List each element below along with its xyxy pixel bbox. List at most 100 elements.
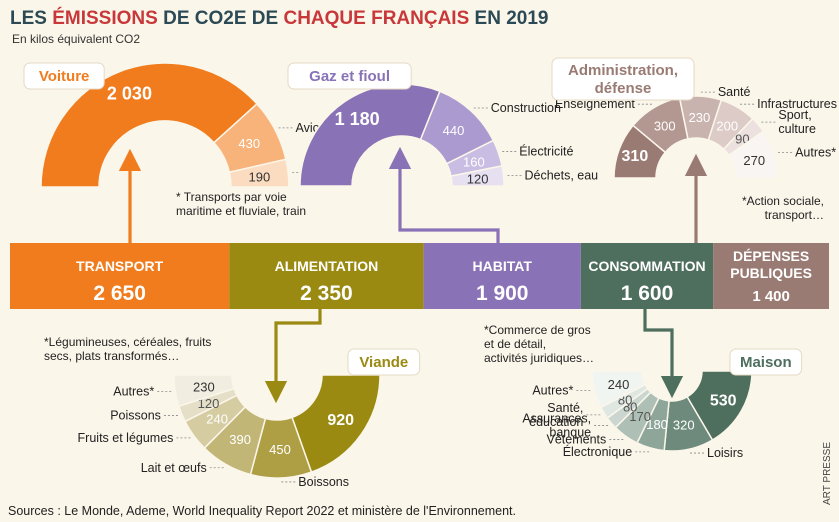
bar-segment-1 [229,243,424,309]
slice-value: 240 [608,377,630,392]
slice-label: Poissons [110,408,161,422]
slice-label: Vêtements [547,432,607,446]
bar-segment-3 [580,243,714,309]
heading-box [347,348,421,376]
gauge-slice [228,158,290,188]
slice-label: Enseignement [555,97,635,111]
title-segment: EN 2019 [469,8,548,29]
heading-text: Administration, [568,62,678,79]
gauge-slice [173,374,236,408]
slice-label: Lait et œufs [141,461,207,475]
footnote-line: *Action sociale, [742,194,824,208]
total-bar: TRANSPORT 2 650 ALIMENTATION 2 350 HABITAT 1 … [10,243,829,309]
gauge-slice [291,374,381,474]
slice-value: 530 [710,392,737,409]
heading-text: défense [595,80,652,97]
title-segment: LES [10,8,52,29]
credit-label: ART PRESSE [822,442,833,505]
slice-value: 320 [673,418,695,433]
slice-label: Autres* [113,384,154,398]
footnote-line: * Transports par voie [176,190,287,204]
breakdown-gauges: 2 030430Avion190Autres*Voiture* Transpor… [23,57,837,489]
slice-value: 190 [249,169,271,184]
slice-value: 440 [443,123,465,138]
slice-value: 160 [463,154,485,169]
slice-label: Fruits et légumes [78,431,174,445]
source-note: Sources : Le Monde, Ademe, World Inequal… [8,504,516,518]
slice-label: Électricité [519,144,573,159]
bar-label: DÉPENSES [733,248,809,264]
title-segment: DE [158,8,195,29]
bar-label: TRANSPORT [76,258,164,274]
bar-value: 1 600 [621,282,674,305]
slice-label: banque [549,426,591,440]
gauge-heading: Administration,défense [551,57,695,101]
slice-label: Déchets, eau [524,169,598,183]
bar-segment-2 [423,243,581,309]
connector-line [264,309,322,404]
title-segment: DE [247,8,284,29]
footnote-line: *Légumineuses, céréales, fruits [44,335,211,349]
slice-label: Loisirs [707,446,743,460]
gauge-slice [299,83,441,187]
gauge-heading: Voiture [23,62,105,90]
heading-text: Voiture [39,68,90,85]
slice-value: 1 180 [335,109,380,129]
slice-value: 230 [193,379,215,394]
heading-text: Gaz et fioul [309,68,390,85]
gauge-depenses: 310 300 Enseignement 230 Santé 200 Infrastruct… [551,57,837,222]
heading-text: Maison [740,354,792,371]
slice-value: 2 030 [107,84,152,104]
gauge-slice [450,165,505,187]
slice-value: 120 [198,396,220,411]
slice-label: Construction [491,101,561,115]
bar-value: 1 900 [476,282,529,305]
gauge-heading: Gaz et fioul [287,62,412,90]
connector-line [643,309,684,399]
chart-title: LES ÉMISSIONS DE CO2E DE CHAQUE FRANÇAIS… [10,7,548,46]
gauge-slice [686,370,753,442]
heading-box [729,348,803,376]
slice-label: Assurances, [522,412,591,426]
slice-label: éducation [529,415,583,429]
slice-label: Autres* [795,145,836,159]
bar-label: HABITAT [473,258,533,274]
slice-label: Santé [718,85,751,99]
bar-label: PUBLIQUES [730,265,812,281]
slice-value: 230 [689,110,711,125]
title-segment: CHAQUE FRANÇAIS [283,8,469,29]
footnote-line: activités juridiques… [484,351,594,365]
unit-label: En kilos équivalent CO2 [12,32,140,46]
slice-label: Boissons [298,475,349,489]
footnote-line: maritime et fluviale, train [176,204,306,218]
bar-label: CONSOMMATION [588,258,705,274]
gauge-slice [727,130,779,179]
bar-segment-0 [10,243,230,309]
slice-value: 270 [743,153,765,168]
slice-value: 120 [467,171,489,186]
gauge-alimentation: 920 450 Boissons 390 Lait et œufs 240 Fruits e… [44,335,421,489]
gauge-heading: Viande [347,348,421,376]
gauge-slice [40,62,259,188]
bar-segment-4 [713,243,829,309]
slice-value: 430 [238,136,260,151]
slice-value: 200 [716,119,738,134]
heading-box [551,57,695,101]
bar-value: 1 400 [752,288,790,305]
gauge-slice [591,370,647,409]
title-segment: CO2E [195,8,247,29]
slice-value: 170 [629,409,651,424]
connector-arrows [118,146,708,404]
connector-line [388,146,500,243]
slice-value: 240 [206,411,228,426]
slice-label: Infrastructures [757,97,837,111]
slice-value: 180 [646,417,668,432]
slice-value: 390 [229,432,251,447]
footnote-line: *Commerce de gros [484,323,591,337]
footnote-line: et de détail, [484,337,546,351]
slice-label: Santé, [547,401,583,415]
bar-value: 2 350 [300,282,353,305]
bar-value: 2 650 [93,282,146,305]
gauge-heading: Maison [729,348,803,376]
